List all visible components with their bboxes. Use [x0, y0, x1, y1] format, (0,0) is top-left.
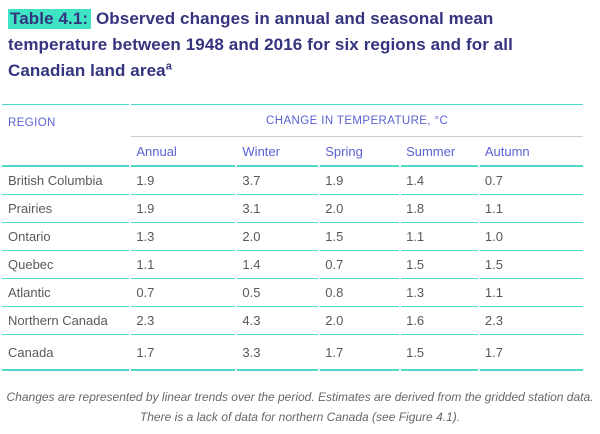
column-header-autumn: Autumn — [479, 137, 583, 167]
value-cell: 1.3 — [401, 279, 478, 307]
region-cell: British Columbia — [2, 167, 130, 195]
table-row: Atlantic 0.7 0.5 0.8 1.3 1.1 — [2, 279, 583, 307]
value-cell: 1.9 — [131, 167, 236, 195]
table-row: Ontario 1.3 2.0 1.5 1.1 1.0 — [2, 223, 583, 251]
value-cell: 1.4 — [237, 251, 319, 279]
value-cell: 1.7 — [320, 335, 400, 371]
value-cell: 2.3 — [131, 307, 236, 335]
column-header-region: REGION — [2, 104, 130, 167]
value-cell: 0.7 — [320, 251, 400, 279]
value-cell: 1.9 — [131, 195, 236, 223]
value-cell: 1.5 — [320, 223, 400, 251]
value-cell: 2.0 — [320, 307, 400, 335]
column-header-spring: Spring — [320, 137, 400, 167]
table-row: Quebec 1.1 1.4 0.7 1.5 1.5 — [2, 251, 583, 279]
table-number-highlight: Table 4.1: — [8, 9, 92, 29]
value-cell: 4.3 — [237, 307, 319, 335]
region-cell: Quebec — [2, 251, 130, 279]
column-header-annual: Annual — [131, 137, 236, 167]
column-header-winter: Winter — [237, 137, 319, 167]
region-cell: Ontario — [2, 223, 130, 251]
value-cell: 1.1 — [401, 223, 478, 251]
temperature-change-table: REGION CHANGE IN TEMPERATURE, °C Annual … — [0, 104, 585, 371]
value-cell: 1.3 — [131, 223, 236, 251]
header-row-seasons: Annual Winter Spring Summer Autumn — [2, 137, 583, 167]
region-cell: Atlantic — [2, 279, 130, 307]
value-cell: 1.9 — [320, 167, 400, 195]
value-cell: 1.0 — [479, 223, 583, 251]
table-row: British Columbia 1.9 3.7 1.9 1.4 0.7 — [2, 167, 583, 195]
value-cell: 2.0 — [320, 195, 400, 223]
table-caption-text: Observed changes in annual and seasonal … — [8, 9, 513, 80]
column-group-header-temperature: CHANGE IN TEMPERATURE, °C — [131, 104, 583, 137]
value-cell: 0.7 — [479, 167, 583, 195]
value-cell: 1.1 — [479, 195, 583, 223]
value-cell: 1.1 — [131, 251, 236, 279]
value-cell: 3.3 — [237, 335, 319, 371]
region-cell: Canada — [2, 335, 130, 371]
value-cell: 1.8 — [401, 195, 478, 223]
value-cell: 1.1 — [479, 279, 583, 307]
value-cell: 1.5 — [401, 335, 478, 371]
region-cell: Northern Canada — [2, 307, 130, 335]
value-cell: 1.5 — [479, 251, 583, 279]
column-header-summer: Summer — [401, 137, 478, 167]
header-row-group: REGION CHANGE IN TEMPERATURE, °C — [2, 104, 583, 167]
table-footnote: Changes are represented by linear trends… — [6, 390, 594, 424]
value-cell: 3.1 — [237, 195, 319, 223]
value-cell: 3.7 — [237, 167, 319, 195]
value-cell: 0.8 — [320, 279, 400, 307]
value-cell: 2.0 — [237, 223, 319, 251]
value-cell: 1.7 — [131, 335, 236, 371]
table-row: Northern Canada 2.3 4.3 2.0 1.6 2.3 — [2, 307, 583, 335]
table-row: Canada 1.7 3.3 1.7 1.5 1.7 — [2, 335, 583, 371]
value-cell: 2.3 — [479, 307, 583, 335]
value-cell: 1.7 — [479, 335, 583, 371]
table-caption: Table 4.1: Observed changes in annual an… — [0, 0, 600, 84]
value-cell: 1.5 — [401, 251, 478, 279]
value-cell: 1.4 — [401, 167, 478, 195]
value-cell: 0.7 — [131, 279, 236, 307]
table-row: Prairies 1.9 3.1 2.0 1.8 1.1 — [2, 195, 583, 223]
footnote-marker: a — [165, 60, 172, 73]
value-cell: 0.5 — [237, 279, 319, 307]
value-cell: 1.6 — [401, 307, 478, 335]
region-cell: Prairies — [2, 195, 130, 223]
